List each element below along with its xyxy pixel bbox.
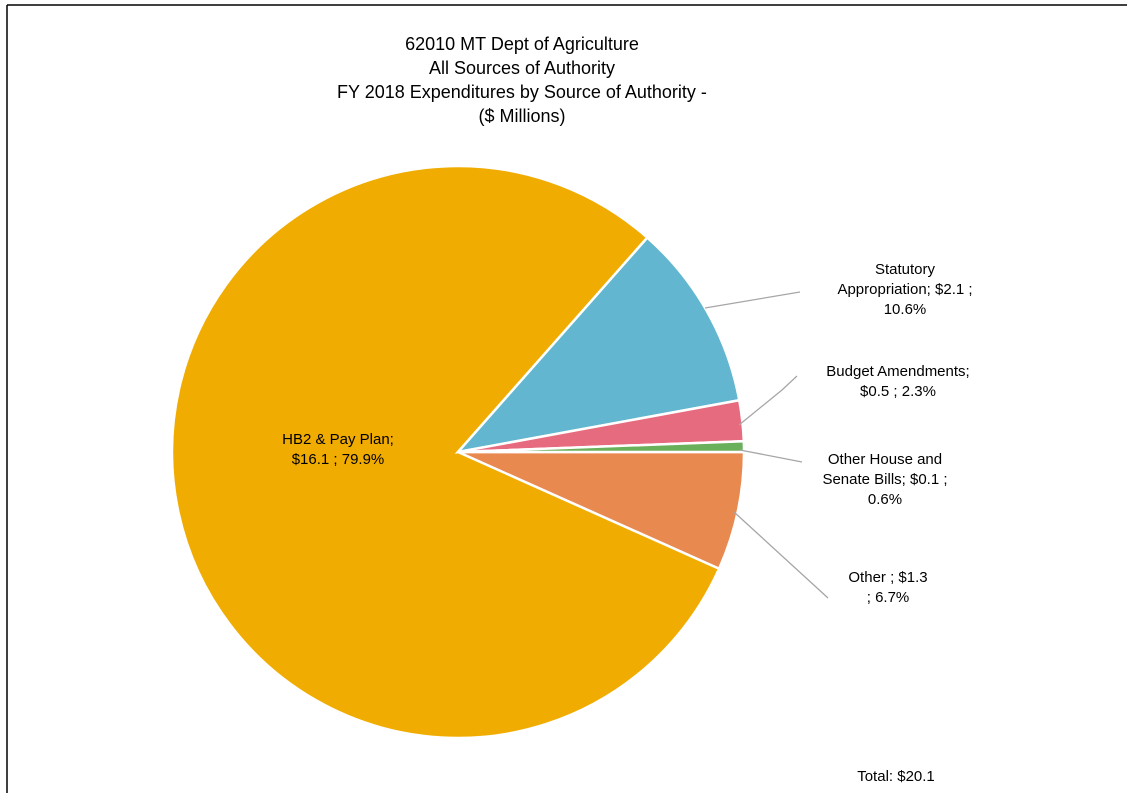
data-label: Statutory [875, 261, 936, 278]
leader-line [704, 291, 801, 309]
data-label: Senate Bills; $0.1 ; [822, 471, 947, 488]
chart-title: ($ Millions) [478, 106, 565, 126]
data-label: $0.5 ; 2.3% [860, 383, 936, 400]
data-label: 0.6% [868, 491, 902, 508]
chart-title: FY 2018 Expenditures by Source of Author… [337, 82, 707, 102]
data-label: Appropriation; $2.1 ; [837, 281, 972, 298]
pie-slice [170, 164, 721, 740]
pie-slice [454, 235, 741, 454]
chart-title: All Sources of Authority [429, 58, 615, 78]
leader-line [738, 375, 798, 426]
data-label: Budget Amendments; [826, 363, 969, 380]
data-label: HB2 & Pay Plan; [282, 431, 394, 448]
pie-slice [457, 450, 746, 571]
leader-line [739, 449, 803, 463]
data-label: ; 6.7% [867, 589, 910, 606]
total-label: Total: $20.1 [857, 768, 935, 785]
pie-slice [457, 439, 746, 454]
leader-line [733, 511, 829, 599]
data-label: Other ; $1.3 [848, 569, 927, 586]
data-label: 10.6% [884, 301, 927, 318]
chart-title: 62010 MT Dept of Agriculture [405, 34, 639, 54]
data-label: Other House and [828, 451, 942, 468]
data-label: $16.1 ; 79.9% [292, 451, 385, 468]
